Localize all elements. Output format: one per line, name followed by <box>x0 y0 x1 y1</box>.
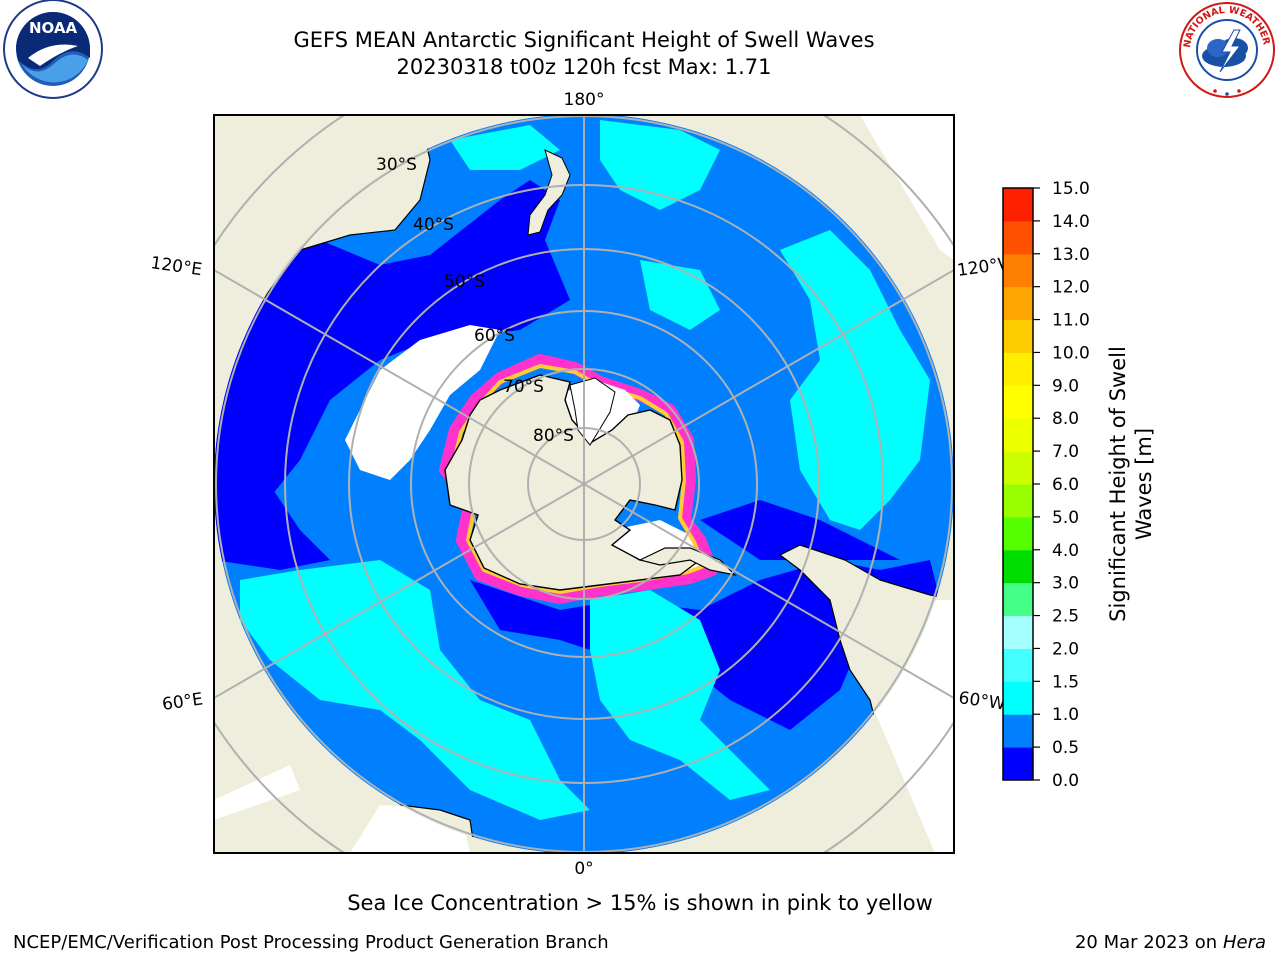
colorbar-tick-label: 2.0 <box>1052 639 1079 659</box>
meridian-outer <box>903 668 954 699</box>
colorbar-tick-label: 1.0 <box>1052 705 1079 725</box>
colorbar-tick-label: 6.0 <box>1052 475 1079 495</box>
colorbar-tick-label: 9.0 <box>1052 376 1079 396</box>
colorbar-swatch <box>1003 681 1033 715</box>
footer-branch: NCEP/EMC/Verification Post Processing Pr… <box>13 932 609 953</box>
colorbar-tick-label: 15.0 <box>1052 179 1090 199</box>
colorbar-label-line1: Significant Height of Swell <box>1106 346 1130 622</box>
lat-label-50s: 50°S <box>444 272 485 292</box>
chart-subtitle: 20230318 t00z 120h fcst Max: 1.71 <box>396 55 772 79</box>
colorbar-swatch <box>1003 352 1033 386</box>
colorbar-swatch <box>1003 188 1033 222</box>
lat-label-40s: 40°S <box>413 215 454 235</box>
colorbar-tick-label: 8.0 <box>1052 409 1079 429</box>
colorbar-tick-label: 12.0 <box>1052 278 1090 298</box>
sea-ice-caption: Sea Ice Concentration > 15% is shown in … <box>347 891 933 915</box>
swell-low-region <box>214 430 330 570</box>
white-no-swell-patch <box>345 325 500 480</box>
antarctic-peninsula <box>638 547 737 576</box>
colorbar-swatch <box>1003 253 1033 288</box>
colorbar-swatch <box>1003 484 1033 518</box>
colorbar-label: Significant Height of Swell Waves [m] <box>1106 346 1156 622</box>
colorbar-swatch <box>1003 220 1033 255</box>
lat-label-60s: 60°S <box>474 326 515 346</box>
colorbar-swatch <box>1003 286 1033 321</box>
colorbar-swatch <box>1003 648 1033 682</box>
footer-host: Hera <box>1222 932 1266 953</box>
meridian-outer <box>903 269 954 300</box>
colorbar-swatch <box>1003 451 1033 485</box>
meridian-outer <box>214 269 265 300</box>
colorbar-tick-label: 10.0 <box>1052 343 1090 363</box>
swell-low-region <box>700 500 900 560</box>
antarctica <box>444 374 703 591</box>
colorbar-swatch <box>1003 319 1033 353</box>
colorbar-tick-label: 2.5 <box>1052 607 1079 627</box>
colorbar-swatch <box>1003 615 1033 649</box>
meridian-120e-60w <box>263 298 905 670</box>
swell-high-region <box>640 260 720 330</box>
colorbar-swatch <box>1003 582 1033 617</box>
lon-label-0: 0° <box>574 859 593 879</box>
lat-label-80s: 80°S <box>533 426 574 446</box>
colorbar-tick-label: 14.0 <box>1052 212 1090 232</box>
colorbar-swatch <box>1003 747 1033 781</box>
nws-logo: NATIONAL WEATHER SERVICE <box>1174 0 1275 98</box>
map-frame <box>213 114 955 854</box>
swell-high-region <box>600 120 720 210</box>
colorbar-tick-label: 7.0 <box>1052 442 1079 462</box>
frame-corner-sea <box>214 115 954 853</box>
colorbar-tick-label: 4.0 <box>1052 541 1079 561</box>
footer-date-text: 20 Mar 2023 on <box>1074 932 1218 953</box>
colorbar-tick-label: 1.5 <box>1052 672 1079 692</box>
colorbar-tick-label: 11.0 <box>1052 311 1090 331</box>
lon-label-180: 180° <box>564 90 605 110</box>
colorbar-swatch <box>1003 549 1033 584</box>
latitude-labels: 30°S 40°S 50°S 60°S 70°S 80°S <box>376 155 574 446</box>
colorbar-tick-label: 0.5 <box>1052 738 1079 758</box>
noaa-logo: NOAA <box>3 0 103 99</box>
colorbar-label-line2: Waves [m] <box>1132 428 1156 540</box>
colorbar-swatch <box>1003 418 1033 452</box>
lat-label-30s: 30°S <box>376 155 417 175</box>
colorbar-ticks: 0.0 0.5 1.0 1.5 2.0 2.5 3.0 4.0 5.0 6.0 7.0 8.0 9.0 1… <box>1033 179 1090 791</box>
colorbar-tick-label: 0.0 <box>1052 771 1079 791</box>
noaa-logo-text: NOAA <box>29 19 78 37</box>
colorbar-tick-label: 3.0 <box>1052 574 1079 594</box>
graticule <box>215 114 953 854</box>
graticule-outer <box>214 115 954 853</box>
colorbar-swatch <box>1003 385 1033 419</box>
swell-high-region <box>240 560 590 820</box>
swell-high-region <box>450 125 560 170</box>
colorbar-swatches <box>1003 188 1033 781</box>
chart-title: GEFS MEAN Antarctic Significant Height o… <box>293 28 875 52</box>
lat-label-70s: 70°S <box>503 377 544 397</box>
colorbar-swatch <box>1003 714 1033 748</box>
colorbar-tick-label: 5.0 <box>1052 508 1079 528</box>
new-zealand <box>527 149 571 236</box>
colorbar-tick-label: 13.0 <box>1052 245 1090 265</box>
colorbar-swatch <box>1003 516 1033 551</box>
meridian-outer <box>214 668 265 699</box>
footer-date: 20 Mar 2023 on Hera <box>1075 932 1266 953</box>
